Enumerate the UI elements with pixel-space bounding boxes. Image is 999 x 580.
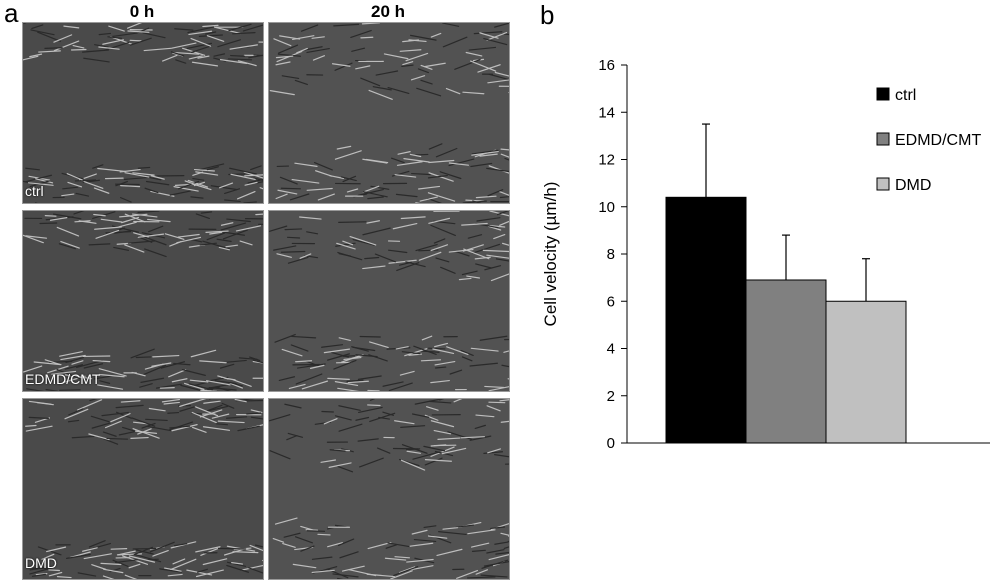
legend-swatch-edmd-cmt — [877, 133, 889, 145]
y-tick-label-14: 14 — [598, 104, 615, 121]
micrograph-edmd-cmt-0h — [22, 210, 264, 392]
legend-label-edmd-cmt: EDMD/CMT — [895, 132, 981, 149]
y-tick-label-0: 0 — [607, 435, 615, 452]
y-tick-label-10: 10 — [598, 199, 615, 216]
legend-label-ctrl: ctrl — [895, 87, 916, 104]
micrograph-edmd-cmt-20h — [268, 210, 510, 392]
bar-dmd — [826, 301, 906, 443]
y-tick-label-6: 6 — [607, 293, 615, 310]
legend-swatch-ctrl — [877, 88, 889, 100]
y-tick-label-2: 2 — [607, 388, 615, 405]
micrograph-dmd-0h — [22, 398, 264, 580]
panel-letter-a: a — [4, 0, 18, 26]
column-header-0h: 0 h — [22, 2, 262, 22]
bar-edmd-cmt — [746, 280, 826, 443]
micrograph-dmd-20h — [268, 398, 510, 580]
y-tick-label-12: 12 — [598, 152, 615, 169]
panel-letter-b: b — [540, 2, 554, 28]
row-label-edmd-cmt: EDMD/CMT — [25, 371, 100, 387]
y-axis-title: Cell velocity (µm/h) — [541, 182, 560, 327]
row-label-dmd: DMD — [25, 555, 57, 571]
legend-label-dmd: DMD — [895, 177, 931, 194]
bar-ctrl — [666, 197, 746, 443]
y-tick-label-8: 8 — [607, 246, 615, 263]
y-tick-label-4: 4 — [607, 341, 615, 358]
row-label-ctrl: ctrl — [25, 183, 44, 199]
column-header-20h: 20 h — [268, 2, 508, 22]
micrograph-ctrl-20h — [268, 22, 510, 204]
y-tick-label-16: 16 — [598, 57, 615, 74]
micrograph-ctrl-0h — [22, 22, 264, 204]
legend-swatch-dmd — [877, 178, 889, 190]
cell-velocity-bar-chart: 0 2 4 6 8 10 12 14 16 Cell velocity (µm/h) ctrl EDM… — [520, 40, 999, 560]
